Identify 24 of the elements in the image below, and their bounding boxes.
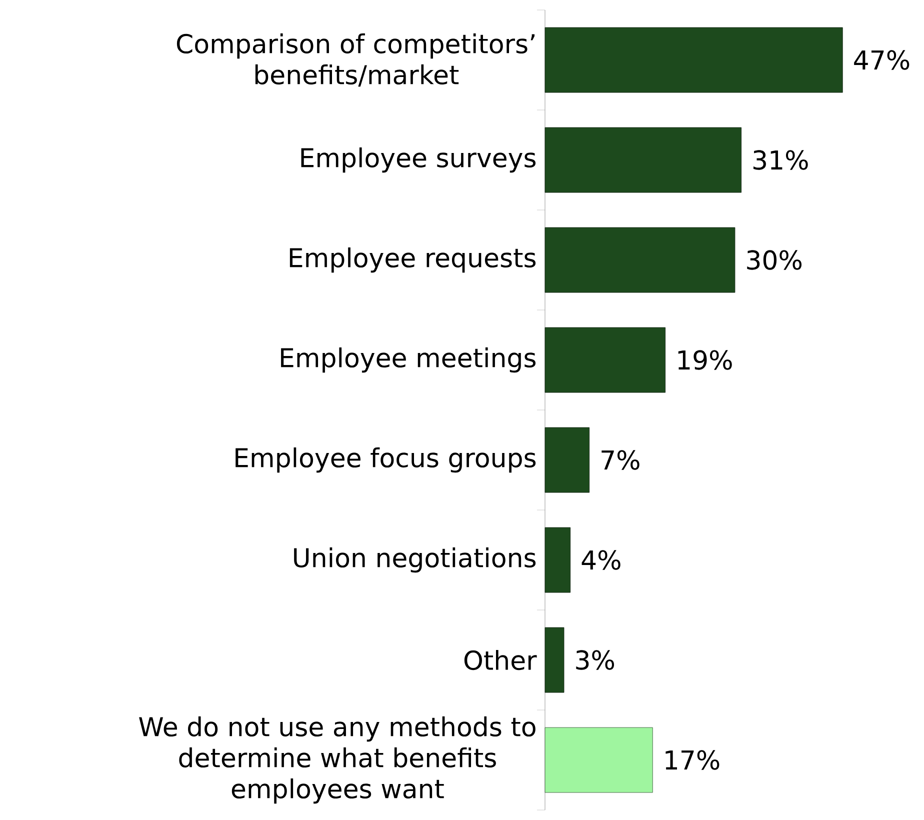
y-tick-label: Union negotiations — [294, 547, 536, 573]
bar — [544, 327, 666, 393]
bar — [544, 527, 571, 593]
bar — [544, 627, 564, 693]
y-tick-label: Comparison of competitors’ benefits/market — [176, 33, 535, 87]
data-label: 19% — [678, 350, 732, 370]
y-tick-label: We do not use any methods to determine what benefits employees want — [139, 716, 536, 804]
data-label: 31% — [753, 150, 808, 170]
data-label: 7% — [602, 450, 640, 470]
bar — [544, 27, 843, 93]
bar — [544, 227, 736, 293]
data-label: 3% — [576, 650, 614, 670]
y-tick-label: Employee meetings — [281, 347, 536, 373]
data-label: 4% — [582, 550, 620, 570]
data-label: 30% — [747, 250, 802, 270]
y-tick-label: Employee surveys — [301, 147, 536, 173]
y-tick-label: Employee requests — [290, 247, 536, 273]
y-tick-label: Other — [464, 650, 537, 670]
bar — [544, 727, 653, 793]
data-label: 17% — [666, 750, 720, 770]
data-label: 47% — [854, 50, 910, 70]
bar — [544, 127, 742, 193]
bar — [544, 427, 590, 493]
y-tick-label: Employee focus groups — [236, 447, 536, 473]
